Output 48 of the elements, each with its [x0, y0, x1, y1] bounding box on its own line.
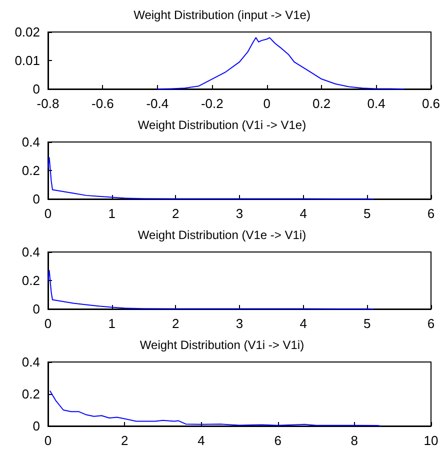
y-tick-label: 0.4 — [22, 354, 40, 370]
x-tick-label: 0 — [44, 433, 52, 448]
line-series — [49, 390, 382, 426]
line-series — [48, 157, 374, 200]
x-tick-label: 0 — [44, 316, 52, 331]
x-tick-label: -0.6 — [92, 96, 114, 111]
y-tick-label: 0 — [32, 302, 40, 316]
y-tick-label: 0.2 — [22, 273, 40, 288]
x-tick-label: 2 — [120, 433, 128, 448]
x-tick-label: 2 — [172, 206, 180, 221]
x-tick-label: 6 — [274, 433, 282, 448]
x-tick-label: 10 — [424, 433, 438, 448]
x-tick-label: 4 — [198, 433, 205, 448]
x-tick-label: 2 — [172, 316, 180, 331]
x-tick-label: 4 — [300, 316, 307, 331]
y-tick-label: 0.4 — [22, 134, 40, 150]
x-tick-label: 1 — [108, 206, 116, 221]
x-tick-label: 8 — [350, 433, 358, 448]
x-tick-label: 5 — [364, 206, 371, 221]
x-tick-label: 0.4 — [367, 96, 386, 111]
y-tick-label: 0.01 — [14, 53, 40, 68]
x-tick-label: 5 — [364, 316, 371, 331]
line-series — [156, 37, 404, 90]
x-tick-label: -0.2 — [200, 96, 224, 111]
line-series — [48, 270, 374, 310]
y-tick-label: 0 — [32, 82, 40, 96]
x-tick-label: 0.6 — [422, 96, 440, 111]
y-tick-label: 0.2 — [22, 386, 40, 402]
x-tick-label: 4 — [300, 206, 307, 221]
x-tick-label: 3 — [236, 316, 244, 331]
x-tick-label: 0 — [44, 206, 52, 221]
chart-title: Weight Distribution (V1i -> V1e) — [138, 118, 306, 132]
x-tick-label: 1 — [108, 316, 116, 331]
x-tick-label: 6 — [427, 316, 435, 331]
y-tick-label: 0 — [32, 418, 40, 434]
x-tick-label: 6 — [427, 206, 435, 221]
x-tick-label: 0 — [263, 96, 270, 111]
x-tick-label: 3 — [236, 206, 244, 221]
x-tick-label: -0.4 — [146, 96, 169, 111]
y-tick-label: 0.02 — [14, 24, 40, 40]
y-tick-label: 0 — [32, 192, 40, 206]
y-tick-label: 0.4 — [22, 244, 40, 260]
chart-title: Weight Distribution (V1i -> V1i) — [140, 338, 304, 352]
y-tick-label: 0.2 — [22, 163, 40, 178]
chart-title: Weight Distribution (input -> V1e) — [134, 8, 310, 22]
x-tick-label: 0.2 — [312, 96, 331, 111]
chart-title: Weight Distribution (V1e -> V1i) — [138, 228, 306, 242]
x-tick-label: -0.8 — [36, 96, 60, 111]
